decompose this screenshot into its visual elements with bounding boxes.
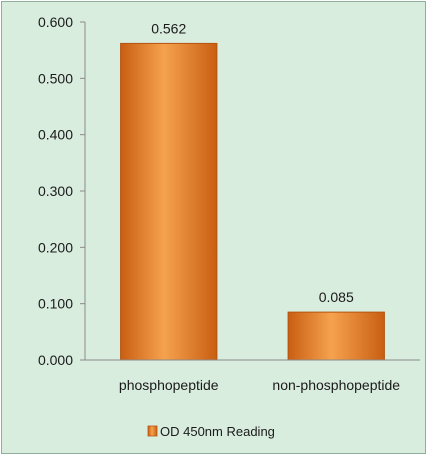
data-label: 0.562 [151, 20, 186, 36]
y-tick-label: 0.300 [38, 183, 73, 199]
bars: 0.562 0.085 [120, 20, 385, 361]
x-axis: phosphopeptide non-phosphopeptide [85, 359, 420, 393]
y-tick-label: 0.400 [38, 127, 73, 143]
y-tick-label: 0.100 [38, 296, 73, 312]
x-category-label: phosphopeptide [119, 377, 219, 393]
y-tick-label: 0.200 [38, 239, 73, 255]
bar-non-phosphopeptide [287, 311, 385, 361]
y-axis: 0.000 0.100 0.200 0.300 0.400 0.500 0.600 [38, 14, 86, 368]
legend-label: OD 450nm Reading [160, 424, 275, 439]
y-tick-label: 0.500 [38, 70, 73, 86]
legend: OD 450nm Reading [147, 424, 275, 439]
y-tick-label: 0.000 [38, 352, 73, 368]
legend-swatch [147, 425, 158, 437]
bar-phosphopeptide [120, 42, 218, 361]
y-tick-label: 0.600 [38, 14, 73, 30]
data-label: 0.085 [319, 289, 354, 305]
x-category-label: non-phosphopeptide [272, 377, 400, 393]
